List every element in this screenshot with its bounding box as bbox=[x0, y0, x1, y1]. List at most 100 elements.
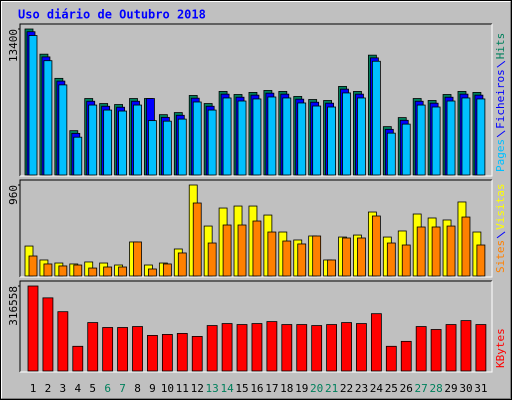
bevel bbox=[20, 281, 493, 373]
bar bbox=[296, 324, 308, 372]
bar bbox=[446, 225, 456, 277]
bar bbox=[297, 243, 307, 277]
legend-label: KBytes bbox=[494, 328, 507, 368]
bar bbox=[252, 220, 262, 277]
bar bbox=[326, 324, 338, 372]
x-tick-label: 5 bbox=[89, 382, 96, 395]
x-tick-label: 7 bbox=[119, 382, 126, 395]
x-tick-label: 2 bbox=[45, 382, 52, 395]
x-tick-label: 28 bbox=[429, 382, 442, 395]
bar bbox=[133, 104, 142, 176]
bar bbox=[206, 325, 218, 372]
bar bbox=[237, 224, 247, 277]
bar bbox=[162, 120, 172, 176]
x-tick-label: 26 bbox=[400, 382, 413, 395]
bar bbox=[327, 106, 337, 176]
bar bbox=[118, 266, 127, 277]
bar bbox=[252, 98, 262, 176]
bar bbox=[132, 326, 143, 372]
bar bbox=[72, 345, 84, 372]
x-tick-label: 21 bbox=[325, 382, 338, 395]
legend-separator bbox=[496, 130, 506, 138]
bar bbox=[281, 324, 293, 372]
bar bbox=[191, 336, 203, 372]
bar bbox=[400, 340, 412, 372]
bar bbox=[431, 226, 441, 277]
y-tick-label: 316558 bbox=[7, 286, 20, 326]
x-tick-label: 20 bbox=[310, 382, 323, 395]
x-tick-label: 30 bbox=[459, 382, 472, 395]
bar bbox=[282, 240, 292, 277]
bar bbox=[461, 216, 471, 277]
bar bbox=[118, 110, 127, 176]
bar bbox=[88, 104, 98, 176]
bar bbox=[251, 323, 263, 372]
bar bbox=[28, 255, 38, 277]
x-tick-label: 15 bbox=[235, 382, 248, 395]
bar bbox=[460, 320, 472, 372]
bar bbox=[162, 263, 172, 277]
bar bbox=[386, 132, 396, 176]
bar bbox=[87, 322, 99, 372]
bar bbox=[177, 118, 187, 176]
bar bbox=[370, 313, 382, 372]
bar bbox=[148, 120, 157, 176]
bar bbox=[445, 324, 457, 372]
x-tick-label: 22 bbox=[340, 382, 353, 395]
bar bbox=[416, 226, 426, 277]
bar bbox=[415, 326, 427, 372]
bar bbox=[103, 266, 113, 277]
bar bbox=[311, 325, 323, 372]
bar bbox=[236, 324, 248, 372]
legend-label: Pages bbox=[494, 139, 507, 172]
bar bbox=[356, 323, 367, 372]
bar bbox=[161, 334, 173, 372]
bar bbox=[446, 100, 456, 176]
bar bbox=[475, 324, 487, 372]
bevel bbox=[19, 23, 492, 176]
x-tick-label: 24 bbox=[370, 382, 384, 395]
bar bbox=[385, 345, 397, 372]
x-tick-label: 23 bbox=[355, 382, 368, 395]
bevel bbox=[19, 280, 492, 372]
bar bbox=[267, 231, 277, 277]
bar bbox=[133, 241, 142, 277]
bar bbox=[312, 235, 322, 277]
x-tick-label: 18 bbox=[280, 382, 293, 395]
x-tick-label: 12 bbox=[191, 382, 204, 395]
x-tick-label: 17 bbox=[265, 382, 278, 395]
bar bbox=[73, 136, 83, 176]
bar bbox=[102, 327, 114, 372]
x-tick-label: 8 bbox=[134, 382, 141, 395]
bar bbox=[386, 242, 396, 277]
x-tick-label: 16 bbox=[250, 382, 263, 395]
bar bbox=[42, 297, 54, 372]
bar bbox=[88, 267, 98, 277]
y-tick-label: 960 bbox=[7, 185, 20, 205]
bar bbox=[282, 97, 292, 176]
bar bbox=[176, 333, 188, 372]
bar bbox=[58, 265, 68, 277]
bar bbox=[207, 109, 217, 176]
legend-label: Visitas bbox=[494, 184, 507, 230]
x-tick-label: 11 bbox=[176, 382, 189, 395]
bar bbox=[341, 322, 352, 372]
y-tick-label: 13400 bbox=[7, 29, 20, 62]
bar bbox=[267, 96, 277, 176]
bar bbox=[57, 311, 69, 372]
x-tick-label: 31 bbox=[474, 382, 487, 395]
bevel bbox=[19, 179, 492, 277]
bar bbox=[357, 237, 366, 277]
bevel bbox=[20, 180, 493, 278]
bar bbox=[222, 97, 232, 176]
legend-separator bbox=[496, 60, 506, 68]
x-tick-label: 3 bbox=[60, 382, 67, 395]
bar bbox=[222, 224, 232, 277]
bar bbox=[327, 259, 337, 277]
bar bbox=[148, 268, 157, 277]
bar bbox=[431, 106, 441, 176]
